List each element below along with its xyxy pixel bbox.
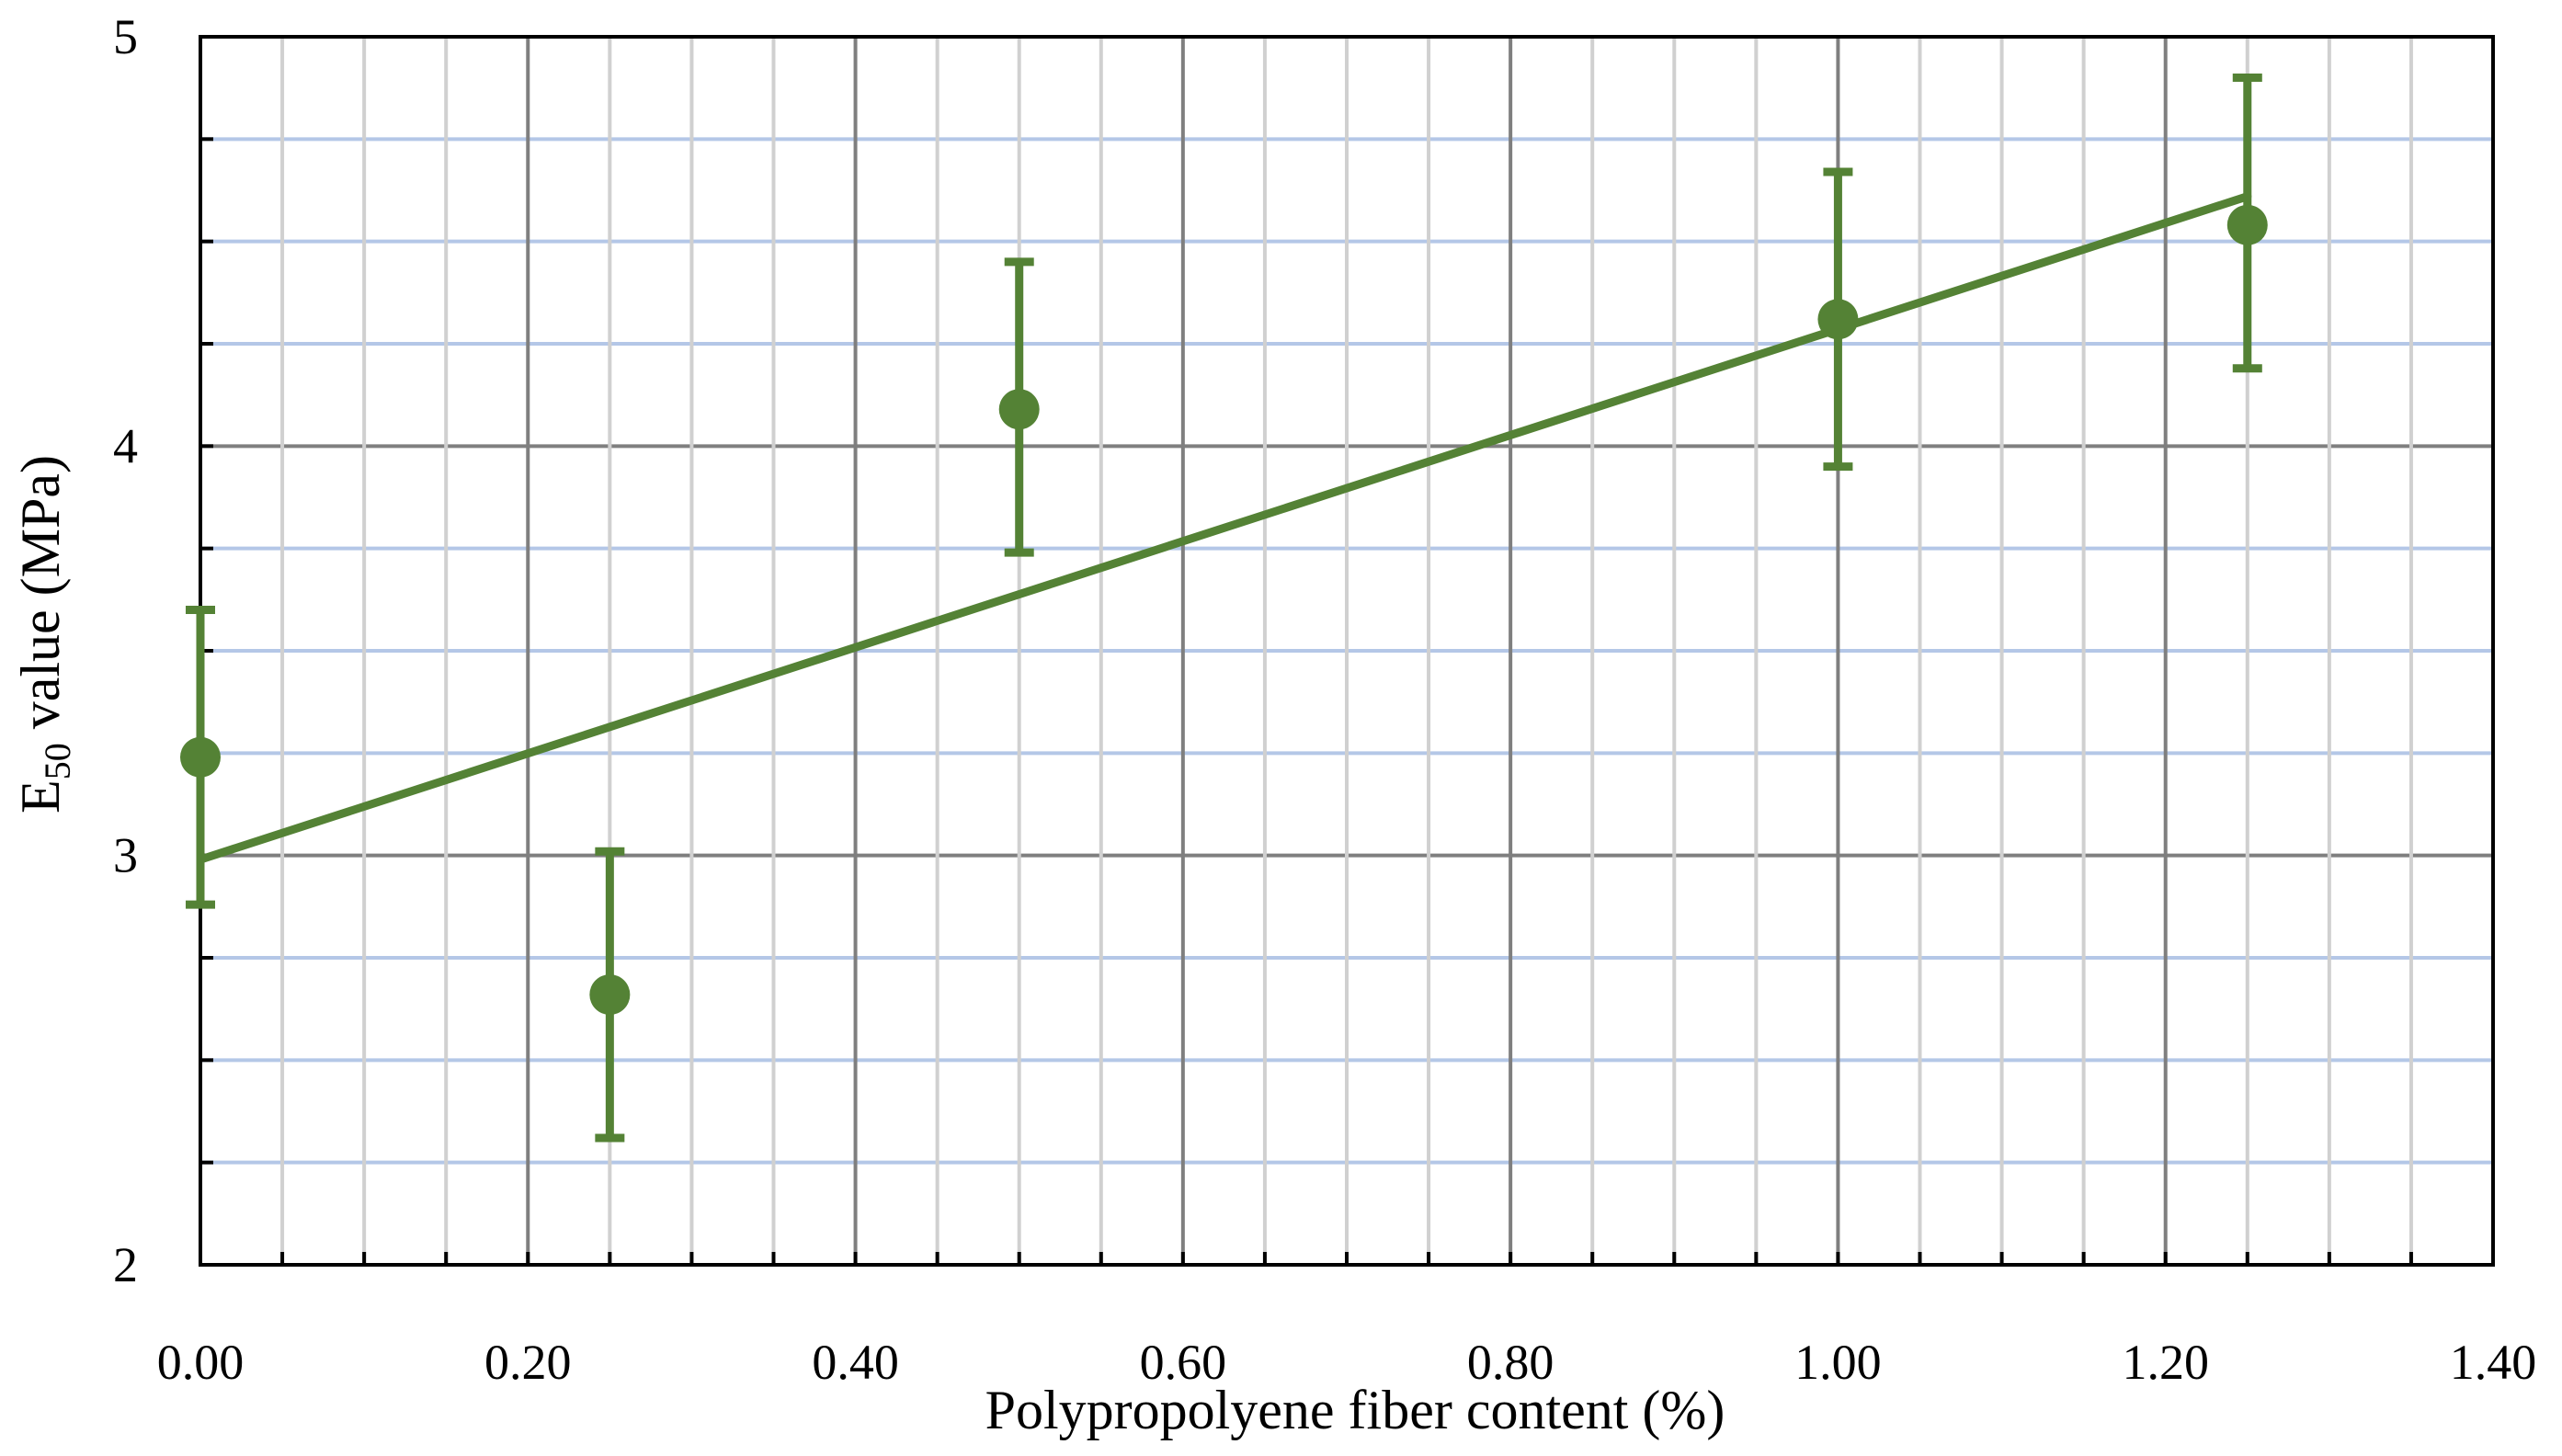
data-point: [998, 389, 1040, 430]
x-tick-label: 1.40: [2450, 1335, 2537, 1390]
y-axis-title-base: E: [10, 779, 71, 813]
y-tick-label: 2: [113, 1237, 138, 1292]
x-tick-label: 0.80: [1467, 1335, 1554, 1390]
tick-labels: 0.00 0.20 0.40 0.60 0.80 1.00 1.20 1.40 2 3 4 5: [113, 9, 2536, 1390]
y-tick-label: 4: [113, 418, 138, 473]
plot-marks: [180, 74, 2268, 1143]
x-tick-label: 0.20: [484, 1335, 572, 1390]
y-axis-title-subscript: 50: [37, 743, 78, 779]
data-point: [589, 974, 631, 1016]
x-tick-label: 1.00: [1794, 1335, 1882, 1390]
y-tick-label: 5: [113, 9, 138, 64]
x-tick-label: 0.40: [812, 1335, 899, 1390]
y-axis-title: E50 value (MPa): [10, 455, 78, 813]
data-point: [1817, 299, 1859, 340]
grid: [200, 37, 2493, 1265]
y-tick-label: 3: [113, 828, 138, 883]
x-axis-title: Polypropolyene fiber content (%): [985, 1380, 1725, 1440]
x-tick-label: 0.00: [157, 1335, 245, 1390]
data-point: [180, 736, 221, 778]
trendline: [196, 192, 2252, 864]
y-axis-title-rest: value (MPa): [10, 455, 71, 743]
x-tick-label: 1.20: [2122, 1335, 2209, 1390]
x-tick-label: 0.60: [1140, 1335, 1227, 1390]
data-point: [2226, 204, 2268, 245]
